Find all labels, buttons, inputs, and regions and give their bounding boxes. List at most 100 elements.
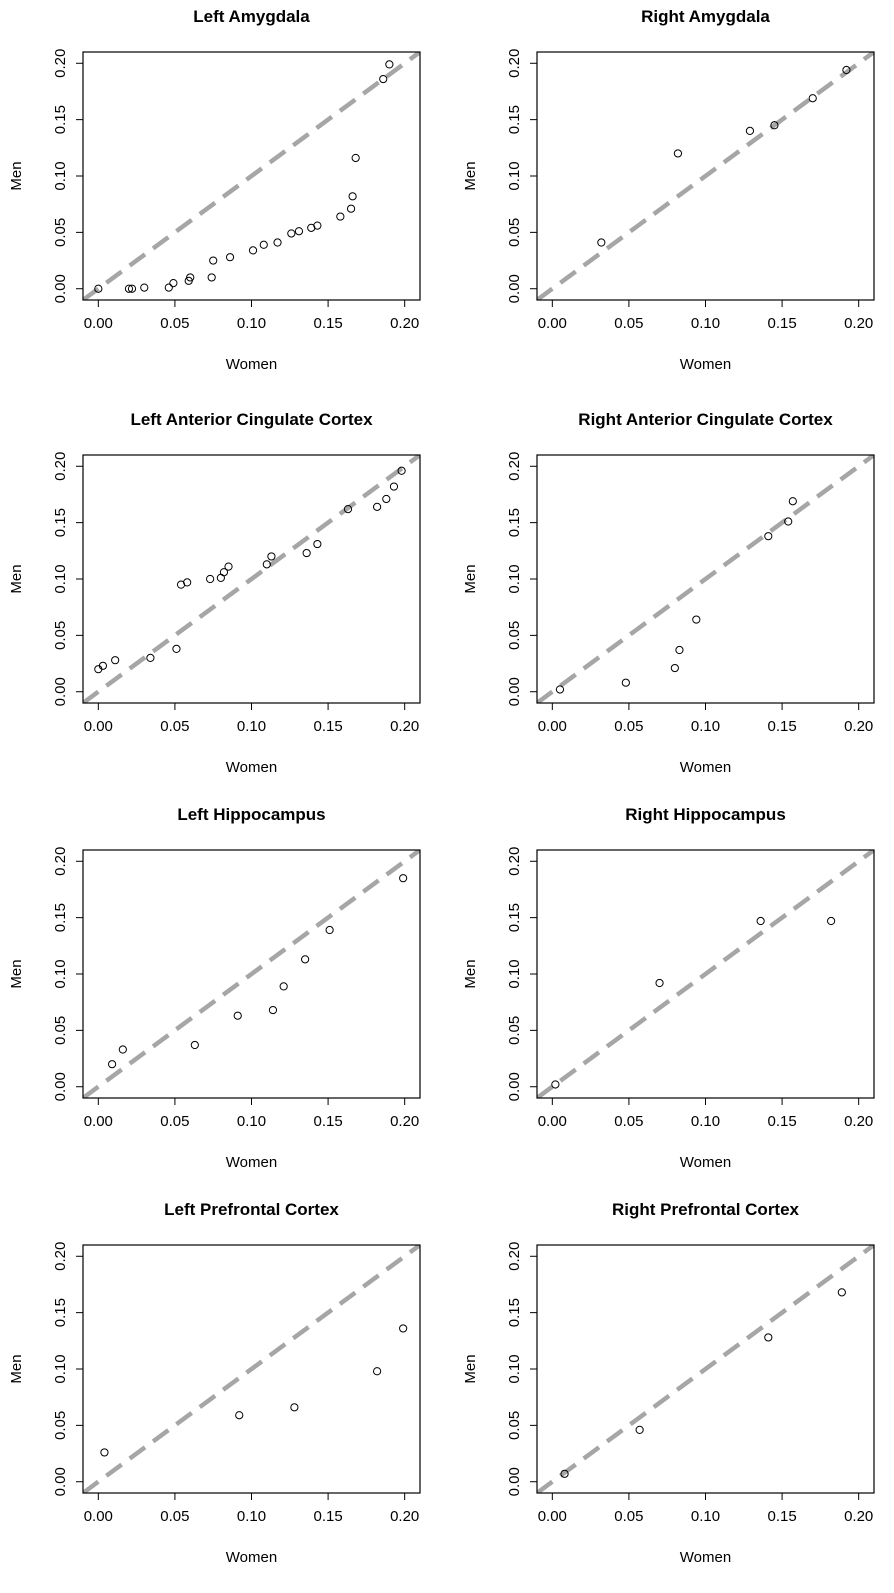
x-tick-label: 0.05 xyxy=(160,718,189,735)
y-tick-label: 0.10 xyxy=(52,564,69,593)
x-tick-label: 0.20 xyxy=(844,718,873,735)
x-tick-label: 0.00 xyxy=(84,1113,113,1130)
data-point xyxy=(209,256,218,265)
x-tick-label: 0.15 xyxy=(313,718,342,735)
y-axis-label: Men xyxy=(462,1354,479,1383)
x-tick-label: 0.00 xyxy=(84,718,113,735)
x-tick-label: 0.10 xyxy=(691,718,720,735)
data-point xyxy=(351,153,360,163)
data-point xyxy=(164,283,173,292)
data-point xyxy=(267,552,276,561)
x-tick-label: 0.15 xyxy=(313,315,342,332)
data-point xyxy=(146,653,155,663)
x-tick-label: 0.05 xyxy=(160,315,189,332)
x-tick-label: 0.00 xyxy=(538,315,567,332)
x-axis-label: Women xyxy=(680,1549,731,1566)
y-tick-label: 0.20 xyxy=(52,49,69,78)
data-point xyxy=(190,1040,199,1050)
y-tick-label: 0.00 xyxy=(506,677,523,706)
x-tick-label: 0.00 xyxy=(538,1508,567,1525)
data-point xyxy=(248,246,258,255)
data-point xyxy=(597,238,606,247)
data-point xyxy=(301,955,310,964)
panel-4: Right Anterior Cingulate Cortex 0.00 0.05 0… xyxy=(462,410,875,776)
y-tick-label: 0.10 xyxy=(506,1354,523,1383)
reference-line xyxy=(537,455,874,703)
y-tick-label: 0.10 xyxy=(506,959,523,988)
data-point xyxy=(224,562,233,571)
y-tick-label: 0.15 xyxy=(506,903,523,932)
y-tick-label: 0.05 xyxy=(506,1016,523,1045)
x-tick-label: 0.10 xyxy=(237,315,266,332)
data-point xyxy=(118,1045,127,1054)
data-point xyxy=(745,126,755,136)
data-point xyxy=(670,663,679,673)
panel-8: Right Prefrontal Cortex 0.00 0.05 0.10 0.15 0… xyxy=(462,1200,875,1566)
data-point xyxy=(555,685,565,694)
x-tick-label: 0.00 xyxy=(538,1113,567,1130)
x-tick-label: 0.05 xyxy=(614,1113,643,1130)
y-tick-label: 0.10 xyxy=(52,1354,69,1383)
data-point xyxy=(169,278,178,288)
x-tick-label: 0.05 xyxy=(160,1113,189,1130)
reference-line xyxy=(83,850,420,1098)
data-point xyxy=(287,229,296,238)
y-axis-label: Men xyxy=(462,959,479,988)
y-axis-label: Men xyxy=(462,564,479,593)
data-point xyxy=(373,502,382,511)
data-point xyxy=(770,121,779,130)
panel-title: Left Prefrontal Cortex xyxy=(164,1200,339,1219)
data-point xyxy=(290,1403,299,1412)
panel-3: Left Anterior Cingulate Cortex 0.00 0.05 0.… xyxy=(8,410,421,776)
panel-title: Left Amygdala xyxy=(193,7,310,26)
data-point xyxy=(389,482,399,491)
data-point xyxy=(842,65,851,75)
data-point xyxy=(837,1288,846,1297)
data-point xyxy=(235,1411,244,1420)
x-tick-label: 0.20 xyxy=(390,718,419,735)
x-tick-label: 0.00 xyxy=(538,718,567,735)
reference-line xyxy=(83,1245,420,1493)
panel-title: Right Amygdala xyxy=(641,7,770,26)
y-tick-label: 0.15 xyxy=(52,105,69,134)
panel-title: Right Hippocampus xyxy=(625,805,786,824)
y-tick-label: 0.10 xyxy=(506,161,523,190)
x-tick-label: 0.20 xyxy=(844,1113,873,1130)
x-tick-label: 0.20 xyxy=(844,315,873,332)
x-tick-label: 0.20 xyxy=(390,1508,419,1525)
x-axis-label: Women xyxy=(680,1154,731,1171)
data-point xyxy=(111,656,120,665)
y-tick-label: 0.05 xyxy=(52,1016,69,1045)
x-tick-label: 0.05 xyxy=(614,1508,643,1525)
data-point xyxy=(302,548,311,558)
x-tick-label: 0.15 xyxy=(767,315,796,332)
x-axis-label: Women xyxy=(226,356,277,373)
x-axis-label: Women xyxy=(226,1154,277,1171)
data-point xyxy=(124,284,134,293)
x-axis-label: Women xyxy=(680,759,731,776)
x-axis-label: Women xyxy=(226,759,277,776)
x-tick-label: 0.15 xyxy=(313,1508,342,1525)
y-tick-label: 0.10 xyxy=(52,161,69,190)
x-tick-label: 0.00 xyxy=(84,1508,113,1525)
data-point xyxy=(127,284,137,293)
x-tick-label: 0.05 xyxy=(614,718,643,735)
y-tick-label: 0.00 xyxy=(52,1467,69,1496)
data-point xyxy=(183,578,192,587)
y-tick-label: 0.15 xyxy=(506,508,523,537)
data-point xyxy=(172,644,181,653)
x-tick-label: 0.10 xyxy=(691,1113,720,1130)
data-point xyxy=(233,1011,242,1020)
data-point xyxy=(756,916,765,926)
x-tick-label: 0.15 xyxy=(767,718,796,735)
data-point xyxy=(313,221,322,230)
y-tick-label: 0.00 xyxy=(506,1467,523,1496)
data-point xyxy=(343,505,353,514)
data-point xyxy=(268,1005,278,1015)
y-tick-label: 0.15 xyxy=(506,1298,523,1327)
x-tick-label: 0.20 xyxy=(390,315,419,332)
panel-2: Right Amygdala 0.00 0.05 0.10 0.15 0.20 0.00 0.… xyxy=(462,7,875,373)
data-point xyxy=(382,494,391,504)
data-point xyxy=(399,1324,408,1333)
data-point xyxy=(336,212,345,221)
